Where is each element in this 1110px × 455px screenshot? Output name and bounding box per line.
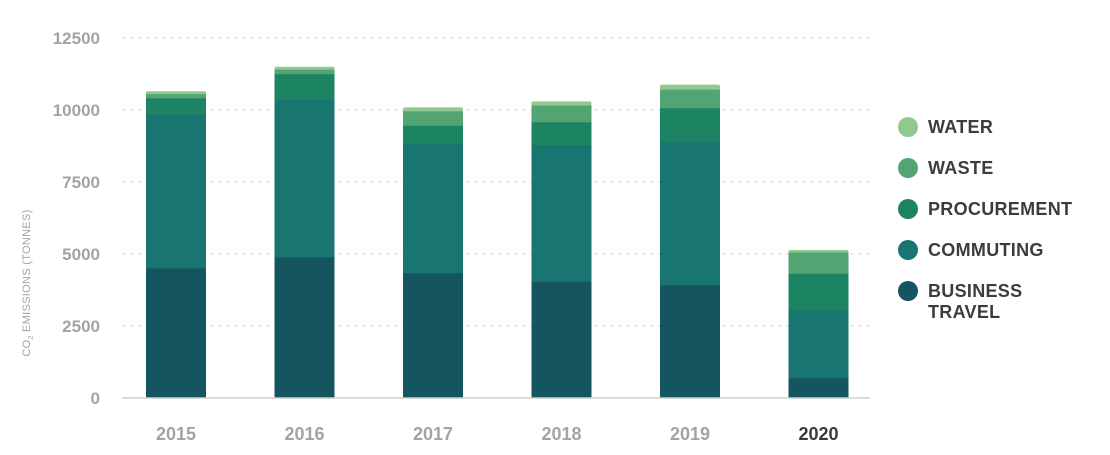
bar-segment-water [403, 107, 463, 112]
bar-segment-waste [403, 110, 463, 126]
legend: WATER WASTE PROCUREMENT COMMUTING BUSINESS TR… [898, 117, 1072, 322]
bar-segment-water [146, 91, 206, 95]
bar-stack-2016 [274, 66, 335, 398]
x-tick-label: 2018 [541, 424, 581, 444]
bar-segment-procurement [660, 107, 720, 143]
y-tick-label: 2500 [62, 317, 100, 336]
bar-segment-water [274, 66, 335, 70]
bar-segment-commuting [788, 309, 849, 379]
bar-segment-business-travel [403, 272, 463, 398]
bar-stack-2019 [660, 84, 720, 398]
x-tick-label: 2019 [670, 424, 710, 444]
bar-segment-waste [788, 251, 849, 274]
legend-label: WASTE [928, 158, 994, 178]
legend-item: WATER [898, 117, 993, 137]
bar-segment-procurement [146, 97, 206, 115]
bar-segment-waste [660, 89, 720, 109]
bar-segment-water [531, 101, 592, 106]
bar-segment-commuting [660, 141, 720, 286]
legend-item: WASTE [898, 158, 994, 178]
bar-segment-waste [531, 105, 592, 123]
x-tick-label: 2020 [798, 424, 838, 444]
bar-segment-commuting [531, 144, 592, 282]
legend-swatch [898, 158, 918, 178]
bars [146, 66, 849, 398]
bar-segment-commuting [274, 99, 335, 258]
bar-segment-business-travel [146, 267, 206, 398]
y-axis-label: CO2 EMISSIONS (TONNES) [21, 209, 35, 356]
legend-swatch [898, 199, 918, 219]
bar-segment-waste [274, 69, 335, 75]
bar-segment-commuting [146, 114, 206, 269]
bar-stack-2018 [531, 101, 592, 398]
bar-segment-business-travel [531, 281, 592, 398]
x-tick-label: 2015 [156, 424, 196, 444]
bar-segment-procurement [531, 121, 592, 146]
bar-segment-procurement [788, 273, 849, 311]
legend-label: PROCUREMENT [928, 199, 1072, 219]
legend-item: COMMUTING [898, 240, 1044, 260]
legend-label: COMMUTING [928, 240, 1044, 260]
bar-segment-procurement [403, 125, 463, 145]
legend-swatch [898, 240, 918, 260]
x-axis-ticks: 2015 2016 2017 2018 2019 2020 [156, 424, 839, 444]
bar-segment-business-travel [660, 284, 720, 398]
bar-segment-procurement [274, 73, 335, 100]
bar-segment-commuting [403, 143, 463, 274]
bar-segment-waste [146, 93, 206, 99]
gridlines [122, 37, 870, 327]
bar-segment-business-travel [788, 377, 849, 398]
legend-item: BUSINESS TRAVEL [898, 281, 1022, 322]
bar-stack-2017 [403, 107, 463, 398]
y-tick-label: 10000 [53, 101, 100, 120]
bar-segment-water [660, 84, 720, 90]
legend-item: PROCUREMENT [898, 199, 1072, 219]
y-tick-label: 12500 [53, 29, 100, 48]
legend-label: WATER [928, 117, 993, 137]
bar-stack-2015 [146, 91, 206, 398]
bar-stack-2020 [788, 249, 849, 398]
legend-swatch [898, 117, 918, 137]
bar-segment-water [788, 249, 849, 253]
y-tick-label: 0 [91, 389, 100, 408]
x-tick-label: 2016 [284, 424, 324, 444]
y-tick-label: 5000 [62, 245, 100, 264]
legend-swatch [898, 281, 918, 301]
bar-segment-business-travel [274, 256, 335, 398]
y-tick-label: 7500 [62, 173, 100, 192]
legend-label: BUSINESS TRAVEL [928, 281, 1022, 322]
x-tick-label: 2017 [413, 424, 453, 444]
y-axis-ticks: 0 2500 5000 7500 10000 12500 [53, 29, 100, 408]
